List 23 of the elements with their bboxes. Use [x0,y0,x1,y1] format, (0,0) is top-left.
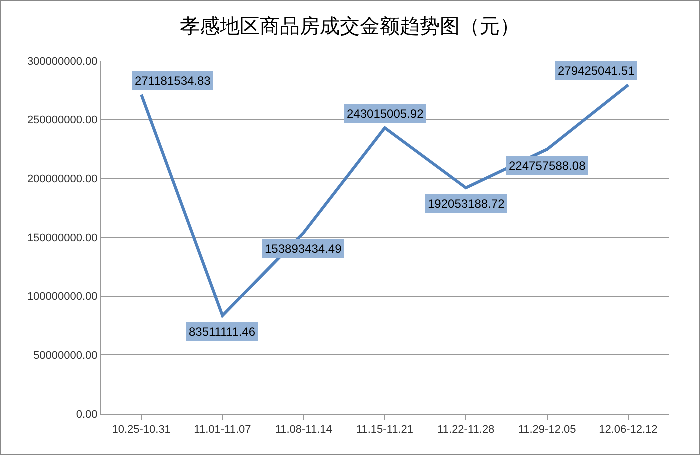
x-tick-label: 12.06-12.12 [599,424,658,436]
x-tick-label: 11.01-11.07 [194,424,252,436]
y-tick-label: 0.00 [76,408,98,421]
x-tick-label: 11.29-12.05 [518,424,576,436]
x-tick-label: 10.25-10.31 [112,424,171,436]
line-series [140,84,630,318]
data-label: 224757588.08 [509,159,586,173]
x-tick-label: 11.08-11.14 [275,424,332,436]
data-label: 153893434.49 [265,242,342,256]
y-tick-label: 50000000.00 [34,350,98,362]
data-label: 192053188.72 [428,197,506,211]
chart-title: 孝感地区商品房成交金额趋势图（元） [180,14,520,38]
y-tick-label: 150000000.00 [27,232,98,244]
data-label: 83511111.46 [189,325,256,339]
x-tick-label: 11.15-11.21 [356,424,414,436]
data-label: 271181534.83 [135,74,212,88]
data-label: 279425041.51 [558,64,636,78]
y-tick-label: 200000000.00 [27,174,98,186]
data-label: 243015005.92 [347,107,424,121]
x-tick-label: 11.22-11.28 [438,424,495,436]
y-tick-label: 100000000.00 [27,291,98,304]
y-tick-label: 300000000.00 [27,56,98,68]
y-tick-label: 250000000.00 [27,114,98,127]
